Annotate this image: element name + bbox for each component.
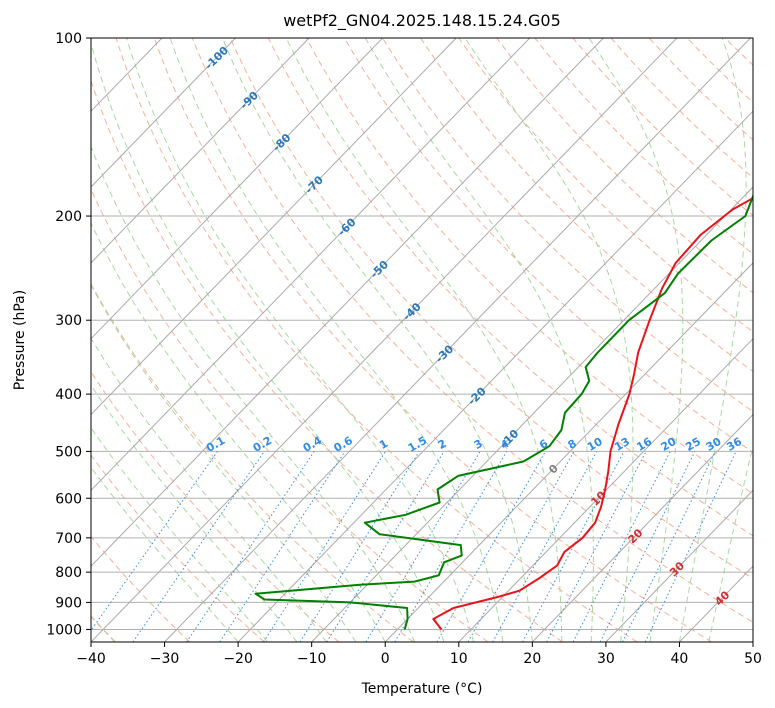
x-axis-label: Temperature (°C): [361, 681, 483, 697]
moist-adiabat: [285, 38, 563, 642]
isotherm-line: [91, 38, 384, 340]
isotherm-line: [91, 38, 531, 492]
x-tick-label: 30: [597, 651, 615, 667]
isotherm-line: [605, 489, 753, 642]
moist-adiabat: [91, 41, 445, 642]
mixing-ratio-line: [132, 451, 265, 642]
mixing-ratio-line: [492, 451, 598, 642]
moist-adiabat: [708, 443, 753, 642]
mixing-ratio-lines: [91, 451, 737, 642]
dry-adiabat: [91, 188, 489, 642]
y-tick-label: 300: [55, 313, 82, 329]
x-tick-label: 20: [523, 651, 541, 667]
y-tick-label: 900: [55, 595, 82, 611]
isotherm-line: [91, 38, 678, 642]
sounding-line: [432, 197, 753, 631]
isotherm-line: [311, 186, 753, 642]
moist-adiabat: [464, 38, 634, 642]
x-tick-label: 0: [381, 651, 390, 667]
chart-title: wetPf2_GN04.2025.148.15.24.G05: [283, 11, 561, 31]
y-tick-label: 400: [55, 387, 82, 403]
isotherm-grid: [91, 38, 753, 642]
mixing-ratio-line: [91, 451, 218, 632]
isotherm-line: [91, 38, 457, 416]
isotherm-line: [91, 38, 236, 188]
y-tick-label: 800: [55, 565, 82, 581]
dry-adiabat: [153, 38, 713, 642]
x-tick-label: 40: [671, 651, 689, 667]
mixing-ratio-line: [467, 451, 575, 642]
dry-adiabats: [91, 38, 753, 642]
dry-adiabat: [91, 283, 414, 642]
y-tick-label: 1000: [46, 622, 82, 638]
isobar-grid: [91, 38, 753, 630]
moist-adiabat: [588, 38, 684, 642]
mixing-ratio-line: [365, 451, 481, 642]
x-tick-label: −40: [76, 651, 106, 667]
dry-adiabat: [382, 38, 753, 413]
plot-frame: [90, 37, 754, 643]
y-axis: 100 200 300 400 500 600 700 800 900 1000: [46, 31, 91, 638]
isotherm-line: [458, 337, 753, 642]
moist-adiabat: [91, 384, 298, 642]
moist-adiabat: [91, 221, 386, 642]
y-tick-label: 100: [55, 31, 82, 47]
dry-adiabat: [115, 38, 638, 642]
dry-adiabat: [496, 38, 753, 294]
dry-adiabat: [420, 38, 753, 373]
dry-adiabat: [648, 38, 753, 141]
isotherm-line: [91, 38, 310, 264]
y-tick-label: 200: [55, 209, 82, 225]
x-tick-label: 10: [450, 651, 468, 667]
isotherm-line: [237, 110, 753, 642]
x-tick-label: −20: [223, 651, 253, 667]
mixing-ratio-line: [599, 451, 696, 642]
dry-adiabat: [534, 38, 753, 255]
dry-adiabat: [91, 79, 563, 642]
mixing-ratio-line: [326, 451, 445, 642]
y-axis-label: Pressure (hPa): [12, 290, 28, 390]
dry-adiabat: [91, 454, 265, 642]
dry-adiabat: [267, 38, 753, 537]
sounding-line: [254, 193, 753, 630]
mixing-ratio-line: [299, 451, 420, 642]
moist-adiabat: [91, 284, 357, 642]
x-tick-label: 50: [744, 651, 762, 667]
isotherm-line: [531, 413, 753, 642]
dry-adiabat: [229, 38, 753, 580]
x-tick-label: −30: [150, 651, 180, 667]
moist-adiabat: [91, 466, 239, 642]
mixing-ratio-line: [436, 451, 546, 642]
isotherm-line: [164, 38, 751, 642]
isotherm-line: [384, 262, 753, 642]
x-axis: −40 −30 −20 −10 0 10 20 30 40 50: [76, 642, 762, 667]
dry-adiabat: [610, 38, 753, 179]
moist-adiabat: [91, 426, 268, 642]
moist-adiabat: [678, 38, 747, 642]
isotherm-line: [91, 38, 604, 567]
y-tick-label: 600: [55, 491, 82, 507]
mixing-ratio-line: [263, 451, 386, 642]
dry-adiabat: [191, 38, 753, 623]
y-tick-label: 700: [55, 531, 82, 547]
moist-adiabat: [169, 38, 504, 642]
moist-adiabat: [364, 38, 594, 642]
mixing-ratio-line: [394, 451, 508, 642]
mixing-ratio-line: [622, 451, 716, 642]
sounding-series: [254, 193, 753, 631]
moist-adiabat: [221, 38, 533, 642]
x-tick-label: −10: [297, 651, 327, 667]
y-tick-label: 500: [55, 444, 82, 460]
dry-adiabat: [306, 38, 753, 495]
